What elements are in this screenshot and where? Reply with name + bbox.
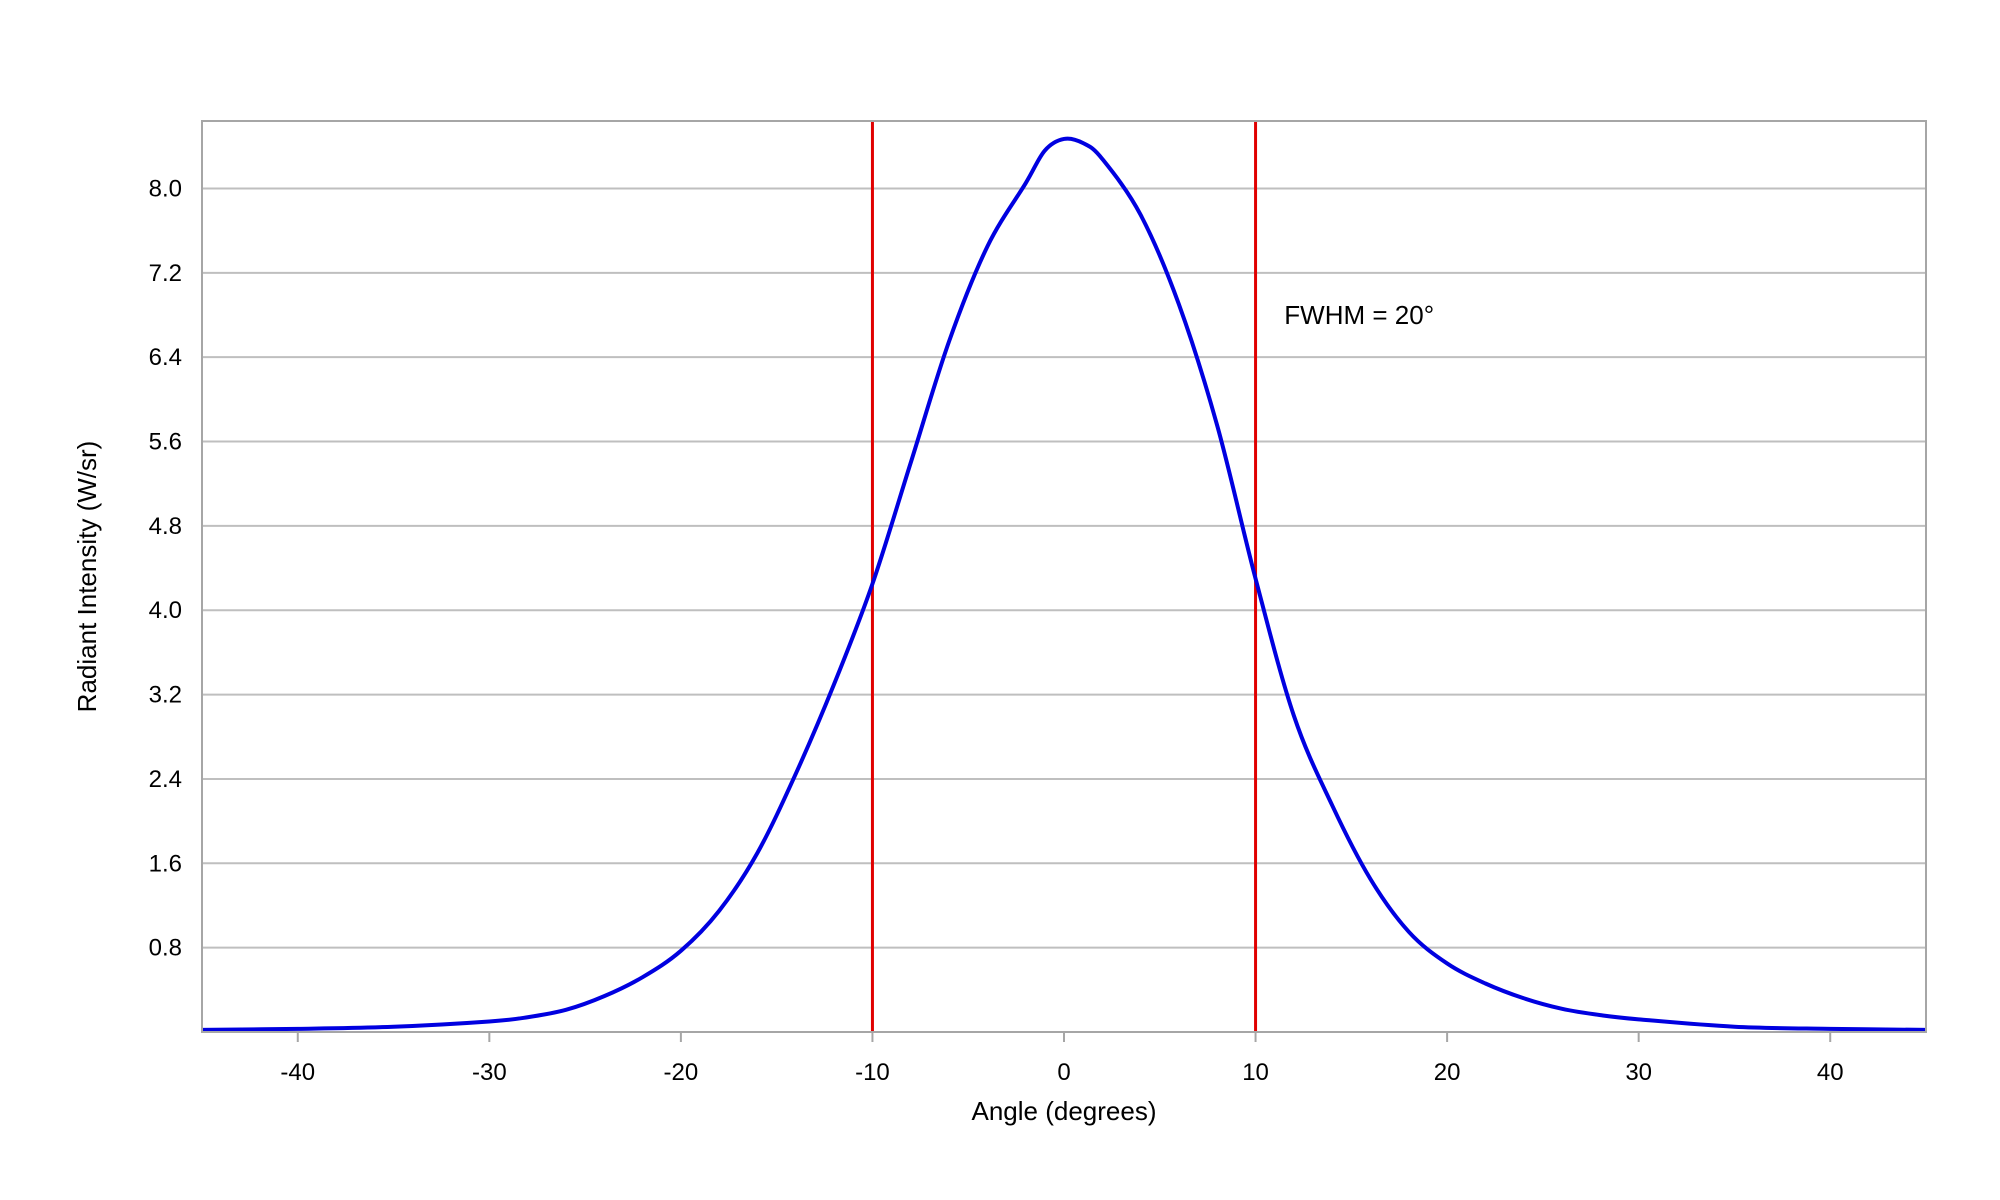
x-tick-label: 30 (1625, 1059, 1652, 1086)
x-tick-label: -10 (855, 1059, 890, 1086)
y-axis-ticks: 0.8 1.6 2.4 3.2 4.0 4.8 5.6 6.4 7.2 8.0 (149, 175, 182, 961)
fwhm-annotation: FWHM = 20° (1284, 300, 1434, 330)
y-tick-label: 0.8 (149, 935, 182, 962)
x-axis-title: Angle (degrees) (972, 1096, 1157, 1126)
y-tick-label: 4.0 (149, 597, 182, 624)
y-tick-label: 4.8 (149, 513, 182, 540)
x-tick-label: 20 (1434, 1059, 1461, 1086)
fwhm-lines (870, 121, 1258, 1032)
y-tick-label: 7.2 (149, 260, 182, 287)
x-tick-label: 0 (1057, 1059, 1070, 1086)
x-tick-label: -30 (472, 1059, 507, 1086)
x-tick-label: -20 (664, 1059, 699, 1086)
y-tick-label: 1.6 (149, 850, 182, 877)
x-tick-label: 10 (1242, 1059, 1269, 1086)
y-tick-label: 3.2 (149, 682, 182, 709)
y-tick-label: 2.4 (149, 766, 182, 793)
gridlines (202, 187, 1926, 949)
plot-frame (201, 120, 1927, 1033)
data-series (201, 136, 1927, 1032)
x-axis-ticks: -40 -30 -20 -10 0 10 20 30 40 (280, 1032, 1844, 1086)
y-tick-label: 5.6 (149, 429, 182, 456)
y-tick-label: 6.4 (149, 344, 182, 371)
y-tick-label: 8.0 (149, 175, 182, 202)
x-tick-label: 40 (1817, 1059, 1844, 1086)
y-axis-title: Radiant Intensity (W/sr) (72, 441, 102, 713)
intensity-curve (201, 136, 1927, 1032)
x-tick-label: -40 (280, 1059, 315, 1086)
